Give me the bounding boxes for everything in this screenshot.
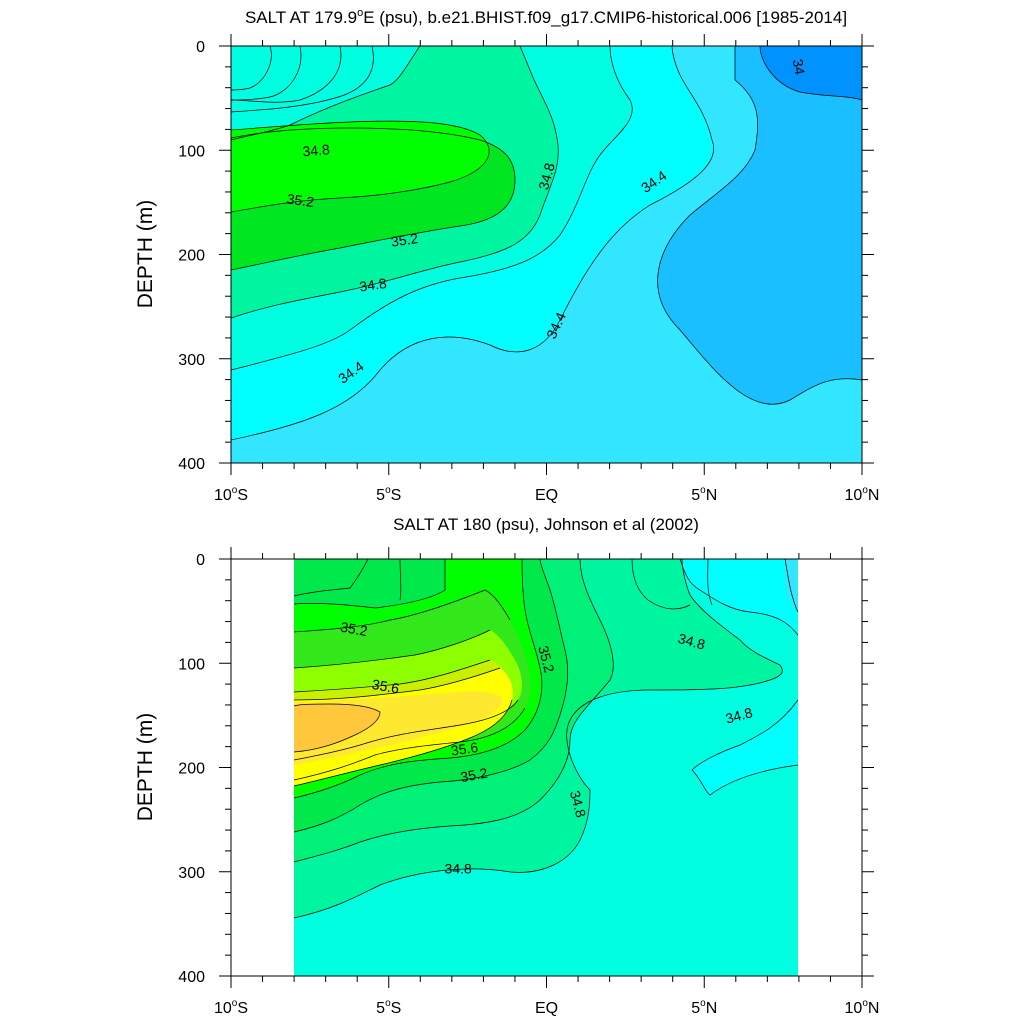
y-tick-label: 100 xyxy=(178,143,205,160)
x-tick-label: 10oN xyxy=(845,998,880,1017)
contour-label: 34.8 xyxy=(445,861,472,877)
contour-label-text: 34.8 xyxy=(676,630,707,653)
y-tick-label: 300 xyxy=(178,352,205,369)
x-tick-label: 5oS xyxy=(376,485,401,504)
contour-labels-observations: 35.2 35.6 35.6 35.2 35.2 34.8 34.8 34.8 34.8 xyxy=(339,619,755,877)
x-tick-label: 5oN xyxy=(691,485,717,504)
contour-label-text: 35.2 xyxy=(459,765,489,786)
band-35.2-35.4 xyxy=(231,121,490,212)
y-axis-label-model: DEPTH (m) xyxy=(134,200,157,309)
x-tick-label: 10oN xyxy=(845,485,880,504)
contour-label-text: 34.8 xyxy=(358,275,387,295)
x-tick-label: 5oN xyxy=(691,998,717,1017)
band-34.0-34.2-north xyxy=(657,46,862,405)
chart-title-model: SALT AT 179.9oE (psu), b.e21.BHIST.f09_g… xyxy=(245,7,847,27)
contour-label: 35.6 xyxy=(371,676,401,697)
contour-label: 34.8 xyxy=(567,789,590,820)
contour-label: 35.2 xyxy=(535,644,558,675)
axis-ticks-model: 0 100 200 300 400 10oS 5oS EQ 5oN 10oN xyxy=(178,34,879,504)
contour-label: 34.8 xyxy=(676,630,707,653)
contour-label-text: 34.8 xyxy=(302,141,331,159)
contour-label: 35.2 xyxy=(286,190,315,210)
contour-label-text: 35.2 xyxy=(339,619,369,640)
contour-label-text: 34.8 xyxy=(567,789,590,820)
contour-label-text: 35.2 xyxy=(286,190,315,210)
y-tick-label: 400 xyxy=(178,456,205,473)
x-tick-label: EQ xyxy=(535,1000,558,1017)
y-tick-label: 0 xyxy=(196,552,205,569)
contour-label: 35.2 xyxy=(339,619,369,640)
contour-label-text: 34 xyxy=(790,58,808,76)
contour-label: 35.2 xyxy=(459,765,489,786)
y-tick-label: 200 xyxy=(178,761,205,778)
y-axis-label-observations: DEPTH (m) xyxy=(134,713,157,822)
contour-label-text: 34.8 xyxy=(724,704,755,727)
x-tick-label: 5oS xyxy=(376,998,401,1017)
y-tick-label: 0 xyxy=(196,39,205,56)
band-gt-35.7 xyxy=(294,704,380,752)
contour-fill-observations xyxy=(293,559,799,976)
y-tick-label: 200 xyxy=(178,248,205,265)
contour-label-text: 35.2 xyxy=(390,230,419,250)
contour-label-text: 35.6 xyxy=(371,676,401,697)
x-tick-label: 10oS xyxy=(214,485,248,504)
contour-label: 34.8 xyxy=(358,275,387,295)
contour-label-text: 35.6 xyxy=(450,739,479,759)
contour-label: 35.6 xyxy=(450,739,479,759)
band-lt-34.6-corner xyxy=(785,559,798,612)
contour-label-text: 34.8 xyxy=(535,161,558,192)
contour-lines-observations xyxy=(293,559,799,919)
y-tick-label: 100 xyxy=(178,656,205,673)
band-lt-34.7-north xyxy=(680,559,798,635)
axis-ticks-observations: 0 100 200 300 400 10oS 5oS EQ 5oN 10oN xyxy=(178,547,879,1017)
contour-lines-model xyxy=(231,46,862,441)
x-tick-label: 10oS xyxy=(214,998,248,1017)
contour-fill-model xyxy=(231,46,862,463)
band-lt-34.7-deep-north xyxy=(692,700,798,795)
panel-observations: 35.2 35.6 35.6 35.2 35.2 34.8 34.8 34.8 34.8 0 10… xyxy=(134,515,879,1017)
contour-label-text: 35.2 xyxy=(535,644,558,675)
contour-label: 34.8 xyxy=(535,161,558,192)
y-tick-label: 400 xyxy=(178,969,205,986)
contour-label-text: 34.8 xyxy=(445,861,472,877)
band-lt-34.0-north xyxy=(760,46,862,100)
x-tick-label: EQ xyxy=(535,487,558,504)
y-tick-label: 300 xyxy=(178,865,205,882)
contour-label: 34.8 xyxy=(724,704,755,727)
contour-label: 34.8 xyxy=(302,141,331,159)
contour-label: 35.2 xyxy=(390,230,419,250)
contour-label: 34 xyxy=(790,58,808,76)
chart-title-observations: SALT AT 180 (psu), Johnson et al (2002) xyxy=(393,515,699,534)
